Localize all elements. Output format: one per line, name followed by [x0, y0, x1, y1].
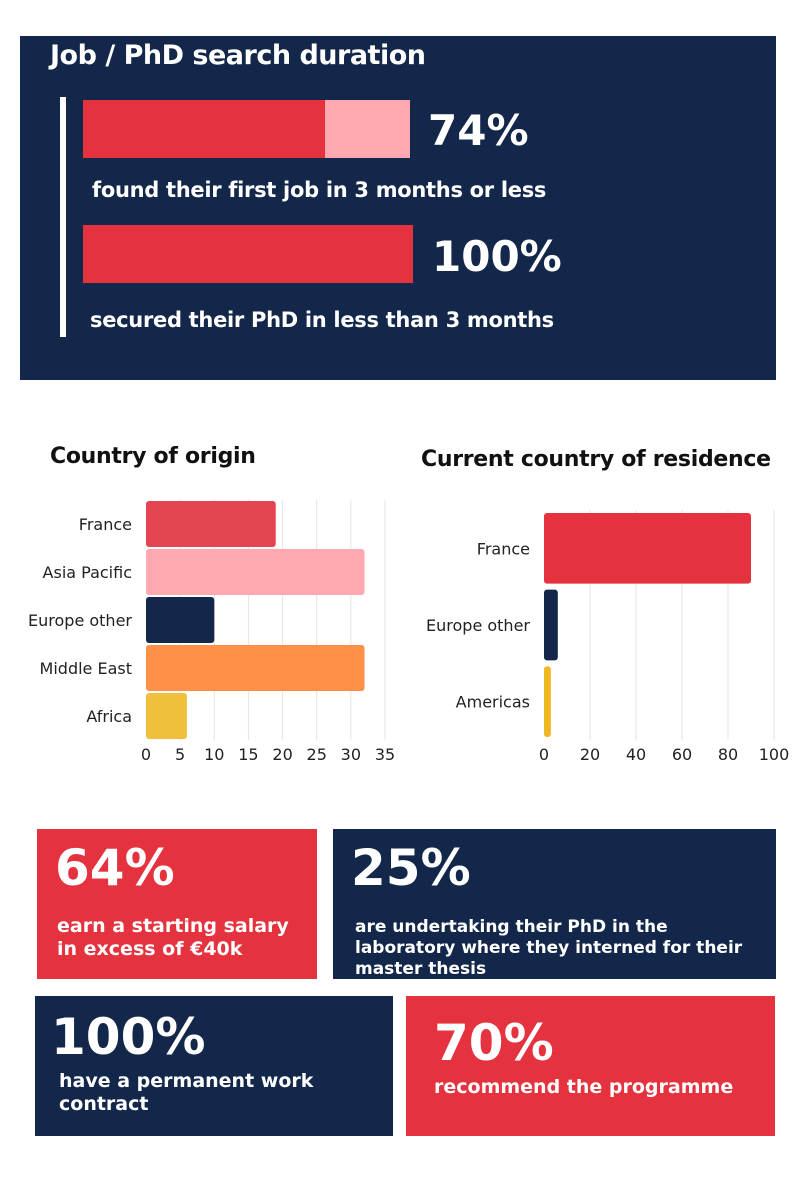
stat-value: 100%: [51, 1008, 206, 1066]
stat-card-recommend: 70% recommend the programme: [406, 996, 775, 1136]
x-tick-label: 35: [375, 745, 395, 764]
category-label: France: [79, 515, 132, 534]
stat-value: 25%: [351, 839, 471, 897]
x-tick-label: 20: [580, 745, 600, 764]
category-label: Europe other: [28, 611, 132, 630]
bar-europe-other: [544, 589, 558, 661]
search-duration-panel: Job / PhD search duration 74% found thei…: [20, 36, 776, 380]
stat-text: have a permanent work contract: [59, 1070, 314, 1115]
phd-caption: secured their PhD in less than 3 months: [90, 308, 554, 332]
x-tick-label: 40: [626, 745, 646, 764]
x-tick-label: 10: [204, 745, 224, 764]
job-percent: 74%: [428, 106, 529, 155]
stat-card-salary: 64% earn a starting salary in excess of …: [37, 829, 317, 979]
stat-text: are undertaking their PhD in the laborat…: [355, 917, 743, 979]
job-progress-bar: [83, 100, 410, 158]
stat-text: recommend the programme: [434, 1076, 734, 1098]
category-label: Africa: [86, 707, 132, 726]
residence-chart: 0 20 40 60 80 100 France Europe other Americas: [426, 510, 790, 764]
origin-chart: 0 5 10 15 20 25 30 35 France Asia Pacific Europe o…: [28, 500, 395, 764]
job-caption: found their first job in 3 months or les…: [92, 178, 547, 202]
category-label: Europe other: [426, 616, 530, 635]
phd-progress-fill: [83, 225, 413, 283]
x-tick-label: 0: [141, 745, 151, 764]
category-label: Asia Pacific: [43, 563, 132, 582]
bar-middle-east: [146, 645, 365, 691]
category-label: Middle East: [40, 659, 132, 678]
bar-europe-other: [146, 597, 215, 643]
divider-line: [60, 97, 66, 337]
bar-africa: [146, 693, 187, 739]
panel-title: Job / PhD search duration: [50, 40, 426, 71]
category-label: France: [477, 539, 530, 558]
stat-card-lab: 25% are undertaking their PhD in the lab…: [333, 829, 776, 979]
phd-progress-bar: [83, 225, 413, 283]
phd-percent: 100%: [432, 232, 562, 281]
x-tick-label: 25: [307, 745, 327, 764]
bar-asia-pacific: [146, 549, 365, 595]
residence-chart-title: Current country of residence: [421, 447, 771, 472]
x-tick-label: 15: [238, 745, 258, 764]
origin-chart-title: Country of origin: [50, 444, 256, 469]
category-label: Americas: [456, 693, 530, 712]
x-tick-label: 80: [718, 745, 738, 764]
x-tick-label: 60: [672, 745, 692, 764]
stat-text: earn a starting salary in excess of €40k: [57, 915, 289, 960]
x-tick-label: 0: [539, 745, 549, 764]
x-tick-label: 30: [341, 745, 361, 764]
x-tick-label: 100: [759, 745, 790, 764]
stat-value: 64%: [55, 839, 175, 897]
job-progress-fill: [83, 100, 325, 158]
bar-france: [146, 501, 276, 547]
stat-value: 70%: [434, 1014, 554, 1072]
bar-americas: [544, 666, 551, 737]
stat-card-contract: 100% have a permanent work contract: [35, 996, 393, 1136]
bar-france: [544, 513, 751, 584]
x-tick-label: 20: [272, 745, 292, 764]
x-tick-label: 5: [175, 745, 185, 764]
